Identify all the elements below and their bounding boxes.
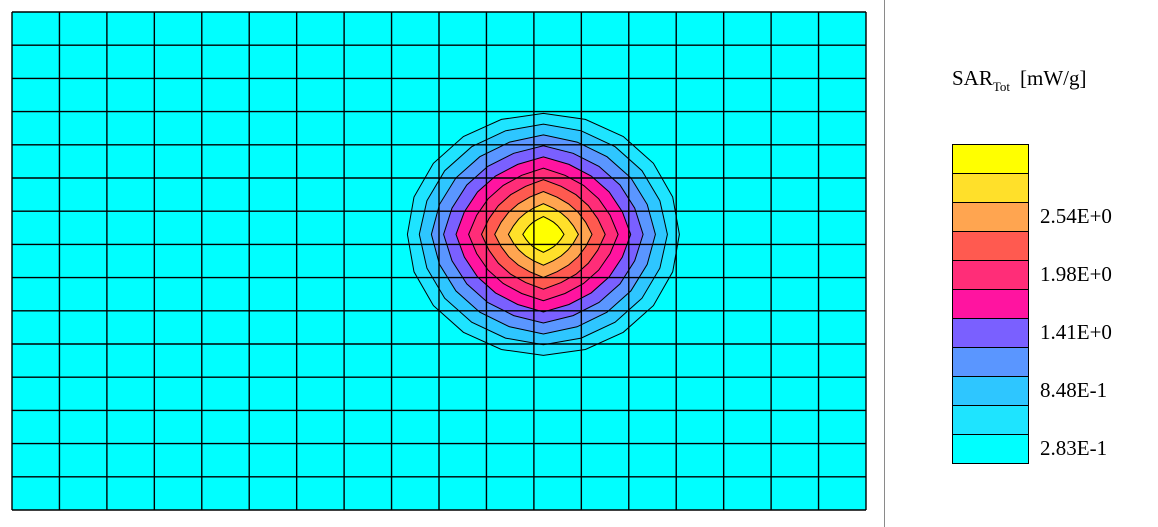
legend-label: 2.54E+0	[1040, 204, 1112, 228]
sar-contour-plot	[11, 11, 867, 511]
legend-title: SARTot [mW/g]	[952, 66, 1087, 95]
legend-swatch	[953, 261, 1028, 290]
legend-swatch	[953, 435, 1028, 464]
legend-title-main: SAR	[952, 66, 993, 90]
legend-swatch	[953, 319, 1028, 348]
legend-title-sub: Tot	[992, 79, 1011, 94]
contour-line	[418, 123, 668, 346]
legend-swatch	[953, 145, 1028, 174]
legend-swatch	[953, 377, 1028, 406]
contour-line	[406, 112, 680, 356]
legend-swatch	[953, 290, 1028, 319]
contour-line	[522, 216, 565, 253]
grid-lines	[11, 11, 867, 511]
legend-swatch	[953, 203, 1028, 232]
legend-swatch	[953, 174, 1028, 203]
legend-label: 8.48E-1	[1040, 378, 1108, 402]
contour-line	[455, 156, 632, 313]
legend-swatch	[953, 232, 1028, 261]
legend-unit: [mW/g]	[1020, 66, 1087, 90]
contour-line	[468, 167, 619, 302]
contour-line	[507, 203, 579, 266]
contour-line	[430, 134, 656, 335]
legend-label: 1.98E+0	[1040, 262, 1112, 286]
legend-label: 2.83E-1	[1040, 436, 1108, 460]
contour-line	[494, 190, 593, 278]
contour-lines	[406, 112, 680, 356]
contour-line	[480, 179, 606, 290]
legend-color-scale	[952, 144, 1029, 464]
legend-label: 1.41E+0	[1040, 320, 1112, 344]
legend-swatch	[953, 348, 1028, 377]
contour-line	[443, 145, 644, 324]
panel-divider	[884, 0, 885, 527]
contour-band	[522, 216, 564, 253]
legend-swatch	[953, 406, 1028, 435]
